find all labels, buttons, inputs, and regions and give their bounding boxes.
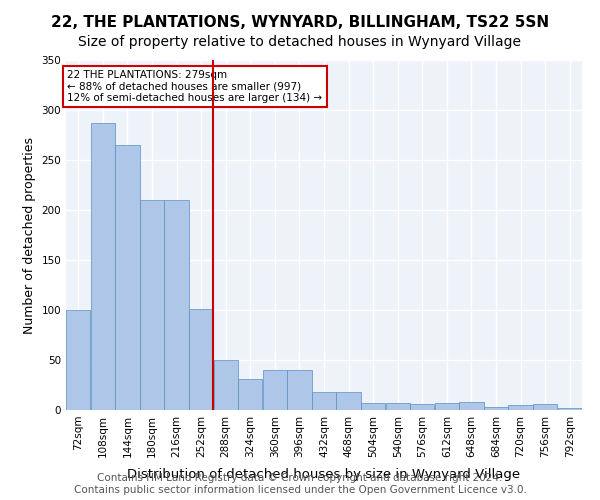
Bar: [386, 403, 410, 410]
Bar: [533, 404, 557, 410]
Bar: [410, 404, 434, 410]
Bar: [164, 200, 188, 410]
Y-axis label: Number of detached properties: Number of detached properties: [23, 136, 36, 334]
Bar: [189, 309, 213, 410]
Bar: [484, 407, 508, 410]
Text: 22, THE PLANTATIONS, WYNYARD, BILLINGHAM, TS22 5SN: 22, THE PLANTATIONS, WYNYARD, BILLINGHAM…: [51, 15, 549, 30]
Bar: [361, 403, 385, 410]
Bar: [214, 360, 238, 410]
Bar: [115, 145, 140, 410]
Bar: [91, 123, 115, 410]
Text: Size of property relative to detached houses in Wynyard Village: Size of property relative to detached ho…: [79, 35, 521, 49]
X-axis label: Distribution of detached houses by size in Wynyard Village: Distribution of detached houses by size …: [127, 468, 521, 481]
Text: 22 THE PLANTATIONS: 279sqm
← 88% of detached houses are smaller (997)
12% of sem: 22 THE PLANTATIONS: 279sqm ← 88% of deta…: [67, 70, 322, 103]
Bar: [337, 392, 361, 410]
Bar: [557, 408, 582, 410]
Bar: [287, 370, 311, 410]
Bar: [582, 406, 600, 410]
Bar: [508, 405, 533, 410]
Bar: [238, 379, 262, 410]
Bar: [263, 370, 287, 410]
Bar: [460, 402, 484, 410]
Bar: [312, 392, 336, 410]
Bar: [140, 200, 164, 410]
Text: Contains HM Land Registry data © Crown copyright and database right 2024.
Contai: Contains HM Land Registry data © Crown c…: [74, 474, 526, 495]
Bar: [66, 310, 91, 410]
Bar: [435, 403, 459, 410]
